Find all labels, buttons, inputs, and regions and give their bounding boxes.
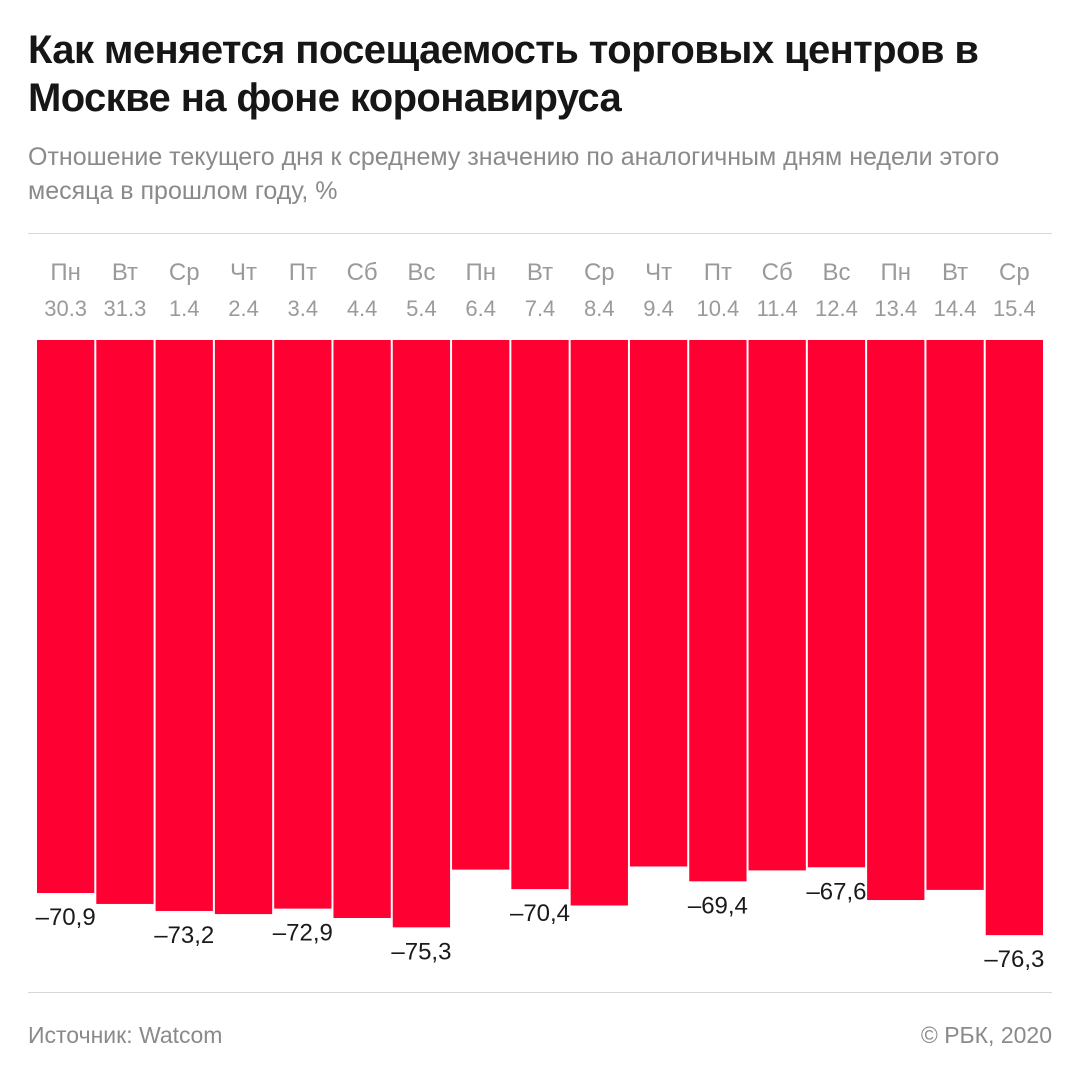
source-note: Источник: Watcom (28, 1022, 223, 1048)
bottom-divider (28, 992, 1052, 993)
bar (96, 340, 154, 904)
bar (214, 340, 273, 915)
bar (511, 340, 569, 890)
copyright-note: © РБК, 2020 (920, 1022, 1052, 1048)
x-tick-date: 1.4 (169, 296, 200, 321)
x-tick-date: 13.4 (874, 296, 917, 321)
bar (689, 340, 747, 882)
x-tick-weekday: Пн (50, 259, 81, 286)
bar (570, 340, 628, 906)
x-tick-weekday: Сб (762, 259, 793, 286)
x-tick-weekday: Ср (999, 259, 1030, 286)
bar (807, 340, 866, 868)
data-label: –70,4 (510, 900, 570, 927)
bar (155, 340, 213, 911)
x-tick-weekday: Пн (465, 259, 496, 286)
top-divider (28, 233, 1052, 234)
x-tick-weekday: Вт (527, 259, 553, 286)
data-label: –75,3 (391, 938, 451, 965)
x-tick-date: 2.4 (228, 296, 259, 321)
x-tick-weekday: Ср (169, 259, 200, 286)
x-tick-date: 12.4 (815, 296, 858, 321)
bar (629, 340, 688, 867)
x-tick-weekday: Пн (881, 259, 912, 286)
x-tick-weekday: Вс (407, 259, 435, 286)
x-tick-date: 3.4 (288, 296, 319, 321)
x-tick-date: 31.3 (104, 296, 147, 321)
bar (37, 340, 95, 894)
chart-subtitle: Отношение текущего дня к среднему значен… (28, 143, 1000, 205)
x-tick-date: 8.4 (584, 296, 615, 321)
x-tick-date: 30.3 (44, 296, 87, 321)
data-label: –76,3 (984, 946, 1044, 973)
x-tick-weekday: Чт (645, 259, 672, 286)
data-label: –72,9 (273, 920, 333, 947)
bar (867, 340, 925, 901)
x-tick-weekday: Сб (347, 259, 378, 286)
bar (452, 340, 510, 870)
data-label: –73,2 (154, 922, 214, 949)
bar (392, 340, 451, 928)
bar (274, 340, 332, 909)
bar (333, 340, 391, 918)
bar (985, 340, 1043, 936)
x-tick-weekday: Вт (942, 259, 968, 286)
x-tick-weekday: Вс (822, 259, 850, 286)
bar-chart: Пн 30.3 –70,9 Вт 31.3 Ср 1.4 –73,2 Чт 2.4 Пт 3.4 –72… (36, 259, 1045, 973)
x-tick-date: 11.4 (757, 296, 798, 321)
x-tick-weekday: Ср (584, 259, 615, 286)
bar (748, 340, 806, 871)
x-tick-date: 6.4 (465, 296, 496, 321)
x-tick-date: 10.4 (696, 296, 739, 321)
x-tick-date: 5.4 (406, 296, 437, 321)
x-tick-weekday: Пт (704, 259, 732, 286)
data-label: –67,6 (806, 878, 866, 905)
x-tick-weekday: Чт (230, 259, 257, 286)
data-label: –69,4 (688, 892, 748, 919)
x-tick-date: 14.4 (934, 296, 977, 321)
x-tick-date: 15.4 (993, 296, 1036, 321)
x-tick-weekday: Пт (289, 259, 317, 286)
x-tick-weekday: Вт (112, 259, 138, 286)
x-tick-date: 4.4 (347, 296, 378, 321)
x-tick-date: 7.4 (525, 296, 556, 321)
data-label: –70,9 (36, 904, 96, 931)
bar (926, 340, 984, 890)
x-tick-date: 9.4 (643, 296, 674, 321)
chart-title: Как меняется посещаемость торговых центр… (28, 28, 979, 120)
